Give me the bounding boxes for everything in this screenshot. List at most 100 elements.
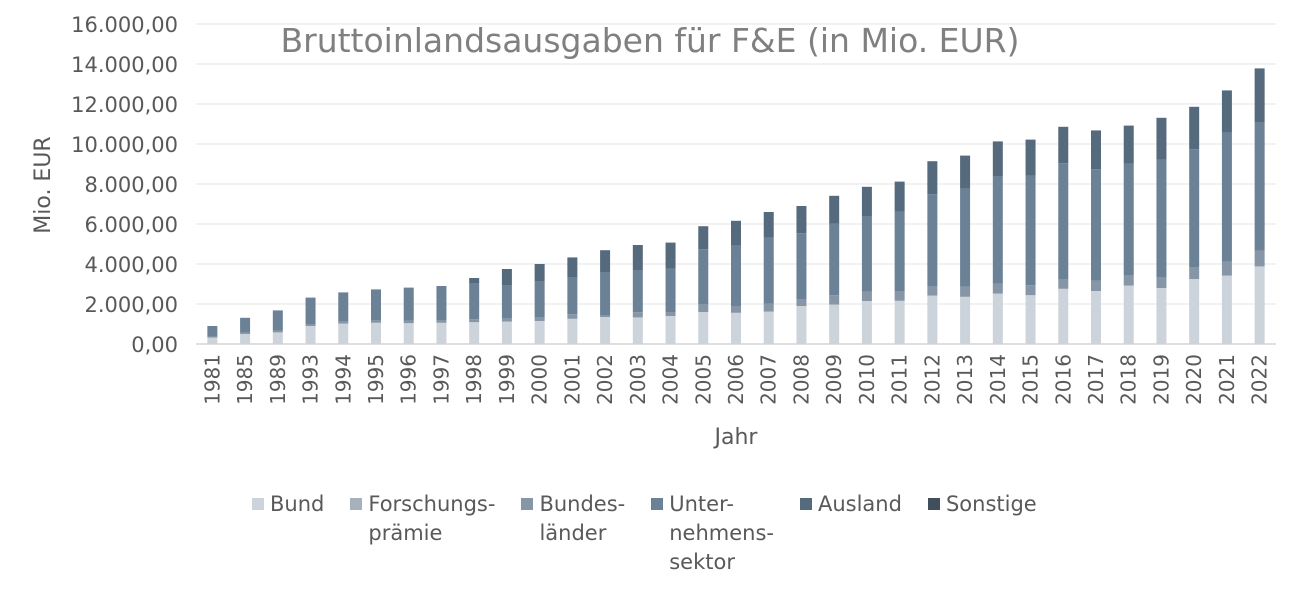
legend-swatch — [521, 498, 534, 510]
bar-segment — [1058, 126, 1069, 164]
legend-label: Bund — [270, 492, 325, 516]
bar-segment — [305, 297, 316, 324]
bar-segment — [272, 332, 283, 344]
bar-segment — [207, 336, 218, 338]
bar-segment — [796, 206, 807, 234]
bar-segment — [861, 186, 872, 216]
bar-segment — [1025, 295, 1036, 344]
bars — [207, 68, 1265, 344]
x-tick-label: 2018 — [1117, 354, 1141, 405]
bar-segment — [1091, 291, 1101, 344]
bar-segment — [763, 237, 774, 304]
x-tick-label: 2002 — [593, 354, 617, 405]
x-tick-label: 2017 — [1084, 354, 1108, 405]
x-tick-label: 2000 — [528, 354, 552, 405]
bar-segment — [1058, 279, 1069, 289]
x-tick-label: 1985 — [233, 354, 257, 405]
bar-segment — [1221, 132, 1232, 262]
bar-segment — [1123, 285, 1134, 344]
legend-item: Bundes- länder — [521, 490, 625, 577]
x-tick-label: 2016 — [1051, 354, 1075, 405]
bar-segment — [272, 310, 283, 331]
bar-segment — [632, 312, 643, 318]
legend-swatch — [799, 498, 812, 510]
bar-segment — [436, 286, 447, 320]
bar-segment — [763, 311, 774, 344]
bar-segment — [861, 291, 872, 301]
bar-segment — [600, 317, 611, 344]
y-tick-label: 2.000,00 — [84, 293, 178, 317]
bar-segment — [240, 334, 251, 344]
x-tick-label: 1993 — [299, 354, 323, 405]
x-axis-label: Jahr — [713, 425, 759, 450]
bar-segment — [1091, 280, 1101, 291]
y-tick-labels: 0,00 2.000,00 4.000,00 6.000,00 8.000,00 10.0… — [71, 13, 178, 357]
bar-segment — [927, 295, 938, 344]
bar-segment — [600, 250, 611, 273]
legend-swatch — [927, 498, 940, 510]
legend-item: Ausland — [799, 490, 902, 577]
bar-segment — [371, 322, 381, 344]
bar-segment — [829, 295, 840, 305]
bar-segment — [600, 272, 611, 315]
bar-segment — [632, 317, 643, 344]
bar-segment — [796, 299, 807, 306]
y-tick-label: 4.000,00 — [84, 253, 178, 277]
bar-segment — [1123, 275, 1134, 286]
bar-segment — [1254, 266, 1265, 344]
bar-segment — [1254, 122, 1265, 251]
bar-segment — [534, 281, 545, 317]
chart-canvas: Bruttoinlandsausgaben für F&E (in Mio. E… — [31, 13, 1276, 450]
bar-segment — [731, 312, 741, 344]
legend-item: Bund — [252, 490, 324, 577]
bar-segment — [1091, 169, 1101, 281]
bar-segment — [1025, 285, 1036, 296]
bar-segment — [1189, 267, 1200, 279]
x-tick-label: 2013 — [953, 354, 977, 405]
x-tick-label: 2011 — [888, 354, 912, 405]
bar-segment — [632, 245, 643, 270]
bar-segment — [829, 195, 840, 224]
legend-label: Sonstige — [945, 492, 1037, 516]
x-tick-label: 1994 — [331, 354, 355, 405]
bar-segment — [894, 300, 905, 344]
bar-segment — [436, 322, 447, 344]
x-tick-label: 1997 — [429, 354, 453, 405]
bar-segment — [1025, 139, 1036, 176]
bar-segment — [501, 269, 512, 285]
x-tick-label: 1998 — [462, 354, 486, 405]
bar-segment — [534, 264, 545, 281]
legend-swatch — [252, 498, 264, 510]
bar-segment — [1123, 163, 1134, 275]
y-tick-label: 16.000,00 — [71, 13, 178, 37]
bar-segment — [992, 283, 1003, 294]
bar-segment — [894, 291, 905, 301]
bar-segment — [1156, 288, 1167, 344]
bar-segment — [469, 278, 480, 283]
legend-swatch — [350, 498, 363, 510]
bar-segment — [960, 286, 971, 297]
legend-label: Unter- nehmens- sektor — [669, 492, 774, 574]
bar-segment — [894, 181, 905, 212]
bar-segment — [240, 317, 251, 333]
bar-segment — [1091, 130, 1101, 170]
bar-segment — [1156, 159, 1167, 277]
x-tick-label: 2003 — [626, 354, 650, 405]
bar-segment — [731, 306, 741, 313]
legend-swatch — [651, 498, 664, 510]
bar-segment — [665, 242, 676, 269]
x-tick-label: 2004 — [659, 354, 683, 405]
legend-item: Sonstige — [927, 490, 1037, 577]
bar-segment — [501, 285, 512, 319]
bar-segment — [1254, 250, 1265, 267]
bar-segment — [763, 303, 774, 312]
bar-segment — [403, 287, 414, 321]
bar-segment — [469, 319, 480, 323]
bar-segment — [698, 312, 709, 344]
bar-segment — [861, 216, 872, 292]
bar-segment — [403, 323, 414, 344]
bar-segment — [534, 317, 545, 321]
legend-label: Bundes- länder — [539, 492, 626, 545]
bar-segment — [894, 211, 905, 292]
